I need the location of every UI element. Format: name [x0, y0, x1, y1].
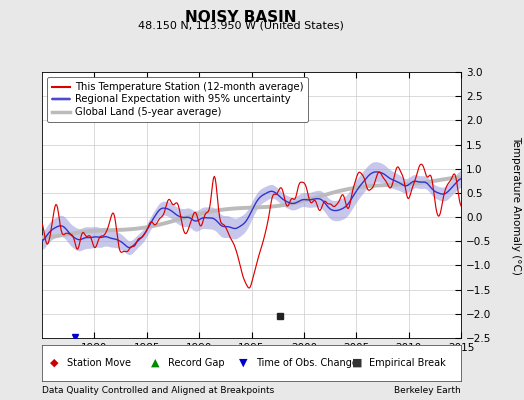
- Y-axis label: Temperature Anomaly (°C): Temperature Anomaly (°C): [511, 136, 521, 274]
- Text: Station Move: Station Move: [67, 358, 131, 368]
- Text: Berkeley Earth: Berkeley Earth: [395, 386, 461, 395]
- Text: ■: ■: [352, 358, 363, 368]
- Text: ▼: ▼: [239, 358, 247, 368]
- Text: 48.150 N, 113.950 W (United States): 48.150 N, 113.950 W (United States): [138, 20, 344, 30]
- Text: ▲: ▲: [151, 358, 159, 368]
- Text: Empirical Break: Empirical Break: [369, 358, 445, 368]
- Legend: This Temperature Station (12-month average), Regional Expectation with 95% uncer: This Temperature Station (12-month avera…: [47, 77, 309, 122]
- Text: NOISY BASIN: NOISY BASIN: [185, 10, 297, 25]
- Text: Data Quality Controlled and Aligned at Breakpoints: Data Quality Controlled and Aligned at B…: [42, 386, 274, 395]
- Text: Record Gap: Record Gap: [168, 358, 224, 368]
- Text: Time of Obs. Change: Time of Obs. Change: [256, 358, 357, 368]
- Text: ◆: ◆: [50, 358, 59, 368]
